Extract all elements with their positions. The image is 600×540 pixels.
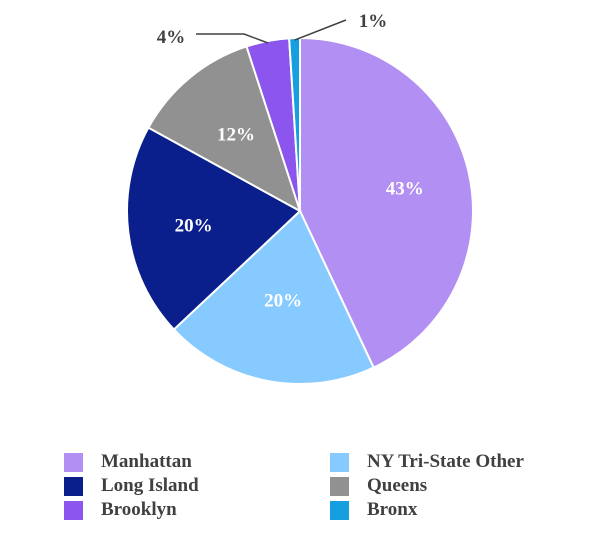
- slice-label-manhattan: 43%: [386, 179, 424, 200]
- legend-label-brooklyn: Brooklyn: [101, 499, 177, 520]
- legend-label-manhattan: Manhattan: [101, 451, 192, 472]
- pie-chart: 43% 20% 20% 12% 4% 1%: [126, 11, 475, 386]
- slice-label-brooklyn: 4%: [157, 27, 186, 48]
- slice-label-ny-tri-state-other: 20%: [264, 290, 302, 311]
- leader-line-bronx: [294, 19, 347, 41]
- leader-line-brooklyn: [196, 33, 269, 44]
- slice-manhattan: [299, 36, 475, 369]
- legend-item-long-island: Long Island: [64, 475, 199, 497]
- slice-label-bronx: 1%: [359, 11, 388, 32]
- slice-label-long-island: 20%: [175, 215, 213, 236]
- legend-item-queens: Queens: [330, 475, 427, 497]
- slice-label-queens: 12%: [217, 125, 255, 146]
- legend-item-bronx: Bronx: [330, 499, 417, 521]
- slice-queens: [147, 45, 302, 214]
- legend-swatch-manhattan: [64, 452, 83, 472]
- legend-item-ny-tri-state-other: NY Tri-State Other: [330, 451, 524, 473]
- slice-long-island: [126, 126, 302, 331]
- legend-item-manhattan: Manhattan: [64, 451, 192, 473]
- legend-swatch-brooklyn: [64, 500, 83, 520]
- legend-label-long-island: Long Island: [101, 475, 199, 496]
- legend-item-brooklyn: Brooklyn: [64, 499, 177, 521]
- legend-swatch-bronx: [330, 500, 349, 520]
- legend-label-bronx: Bronx: [367, 499, 418, 520]
- legend-label-ny-tri-state-other: NY Tri-State Other: [367, 451, 524, 472]
- legend-label-queens: Queens: [367, 475, 428, 496]
- slice-ny-tri-state-other: [172, 209, 375, 386]
- legend-swatch-long-island: [64, 476, 83, 496]
- legend-swatch-queens: [330, 476, 349, 496]
- legend-swatch-ny-tri-state-other: [330, 452, 349, 472]
